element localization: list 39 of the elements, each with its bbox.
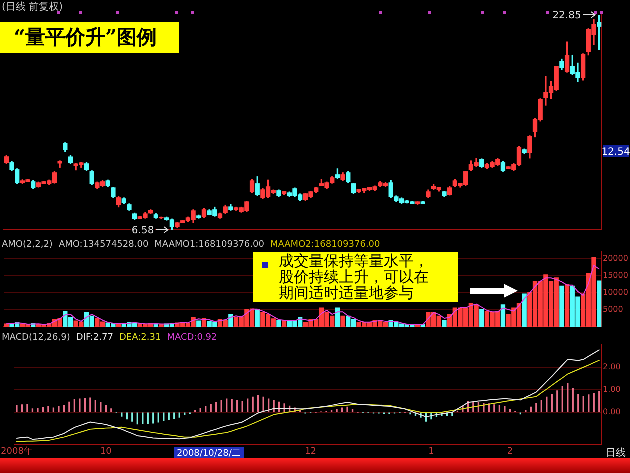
chart-subtitle: (日线 前复权): [2, 0, 63, 14]
text: 日线: [606, 446, 626, 460]
annotation: 6.58: [132, 226, 154, 237]
bar: [480, 309, 484, 328]
y-tick-label: 10000: [603, 288, 628, 298]
bar: [442, 320, 447, 328]
y-tick-label: 0.00: [603, 408, 621, 417]
chart-title: AMO(2,2,2): [2, 240, 53, 250]
text: MAAMO1:168109376.00: [154, 240, 264, 250]
bar: [522, 294, 527, 328]
bar: [564, 284, 570, 328]
bar: [276, 320, 282, 328]
bar: [196, 320, 202, 328]
bar: [597, 280, 602, 328]
bar: [255, 309, 260, 328]
text: MACD:0.92: [167, 333, 218, 343]
y-tick-label: 5000: [603, 305, 624, 314]
annotation: 22.85: [552, 10, 582, 22]
bar: [335, 308, 340, 328]
y-tick-label: 15000: [603, 271, 628, 280]
annotation: 成交量保持等量水平，股价持续上升，可以在期间适时适量地参与: [279, 252, 430, 302]
y-tick-label: 20000: [603, 254, 628, 263]
bar: [340, 316, 346, 328]
text: 2008/10/28/二: [174, 447, 244, 460]
text: “量平价升”图例: [0, 22, 180, 53]
bar: [560, 286, 564, 328]
bar: [500, 304, 506, 328]
text: DEA:2.31: [120, 333, 162, 343]
x-tick-label: 10: [100, 446, 112, 457]
x-tick-label: 1: [428, 446, 434, 457]
x-tick-label: 12: [305, 446, 317, 457]
y-tick-label: 2.00: [603, 362, 621, 372]
x-tick-label: 2008年: [1, 446, 33, 457]
text: MAAMO2:168109376.00: [270, 240, 380, 250]
y-tick-label: 1.00: [603, 385, 621, 394]
chart-title: MACD(12,26,9): [2, 333, 70, 343]
text: AMO:134574528.00: [58, 240, 149, 250]
text: DIF:2.77: [76, 333, 114, 343]
x-tick-label: 2: [507, 446, 514, 457]
